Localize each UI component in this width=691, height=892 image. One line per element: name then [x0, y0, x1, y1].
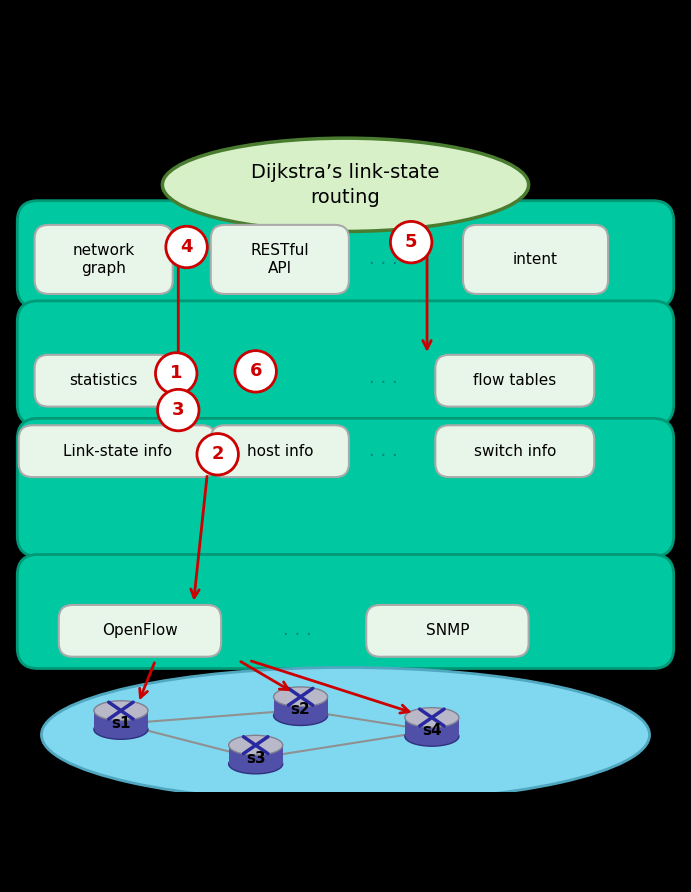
FancyBboxPatch shape	[211, 225, 349, 294]
Text: 2: 2	[211, 445, 224, 463]
Circle shape	[155, 352, 197, 394]
Text: flow tables: flow tables	[473, 373, 556, 388]
Bar	[94, 711, 148, 730]
Text: s2: s2	[291, 703, 310, 717]
Ellipse shape	[94, 701, 148, 721]
Text: 3: 3	[172, 401, 184, 419]
Ellipse shape	[405, 726, 459, 747]
Text: OpenFlow: OpenFlow	[102, 624, 178, 639]
Text: host info: host info	[247, 443, 313, 458]
FancyBboxPatch shape	[435, 355, 594, 407]
FancyBboxPatch shape	[17, 201, 674, 308]
Text: intent: intent	[513, 252, 558, 267]
FancyBboxPatch shape	[35, 355, 173, 407]
FancyBboxPatch shape	[17, 418, 674, 557]
Bar	[229, 745, 283, 764]
Ellipse shape	[41, 667, 650, 802]
Circle shape	[166, 227, 207, 268]
Text: . . .: . . .	[283, 622, 312, 640]
Circle shape	[390, 221, 432, 263]
Circle shape	[197, 434, 238, 475]
FancyBboxPatch shape	[35, 225, 173, 294]
Ellipse shape	[229, 754, 283, 774]
Ellipse shape	[94, 720, 148, 739]
Bar	[405, 717, 459, 736]
Text: switch info: switch info	[473, 443, 556, 458]
Circle shape	[235, 351, 276, 392]
FancyBboxPatch shape	[19, 425, 216, 477]
Text: RESTful
API: RESTful API	[251, 243, 309, 277]
Ellipse shape	[274, 687, 328, 706]
Bar	[274, 697, 328, 715]
Text: s3: s3	[246, 751, 265, 766]
Text: . . .: . . .	[369, 369, 398, 387]
Text: Dijkstra’s link-state
routing: Dijkstra’s link-state routing	[252, 163, 439, 207]
Text: 4: 4	[180, 238, 193, 256]
Text: network
graph: network graph	[73, 243, 135, 277]
FancyBboxPatch shape	[17, 301, 674, 425]
FancyBboxPatch shape	[211, 425, 349, 477]
FancyBboxPatch shape	[435, 425, 594, 477]
Text: SNMP: SNMP	[426, 624, 469, 639]
FancyBboxPatch shape	[366, 605, 529, 657]
Text: statistics: statistics	[70, 373, 138, 388]
FancyBboxPatch shape	[17, 555, 674, 668]
Text: . . .: . . .	[369, 251, 398, 268]
Ellipse shape	[274, 706, 328, 725]
Ellipse shape	[229, 735, 283, 755]
Ellipse shape	[405, 707, 459, 727]
Text: 1: 1	[170, 365, 182, 383]
Ellipse shape	[162, 138, 529, 231]
Text: 5: 5	[405, 233, 417, 252]
FancyBboxPatch shape	[463, 225, 608, 294]
Text: Link-state info: Link-state info	[63, 443, 171, 458]
FancyBboxPatch shape	[59, 605, 221, 657]
Text: 6: 6	[249, 362, 262, 380]
Text: s4: s4	[422, 723, 442, 739]
Circle shape	[158, 389, 199, 431]
Text: s1: s1	[111, 716, 131, 731]
Text: . . .: . . .	[369, 442, 398, 460]
